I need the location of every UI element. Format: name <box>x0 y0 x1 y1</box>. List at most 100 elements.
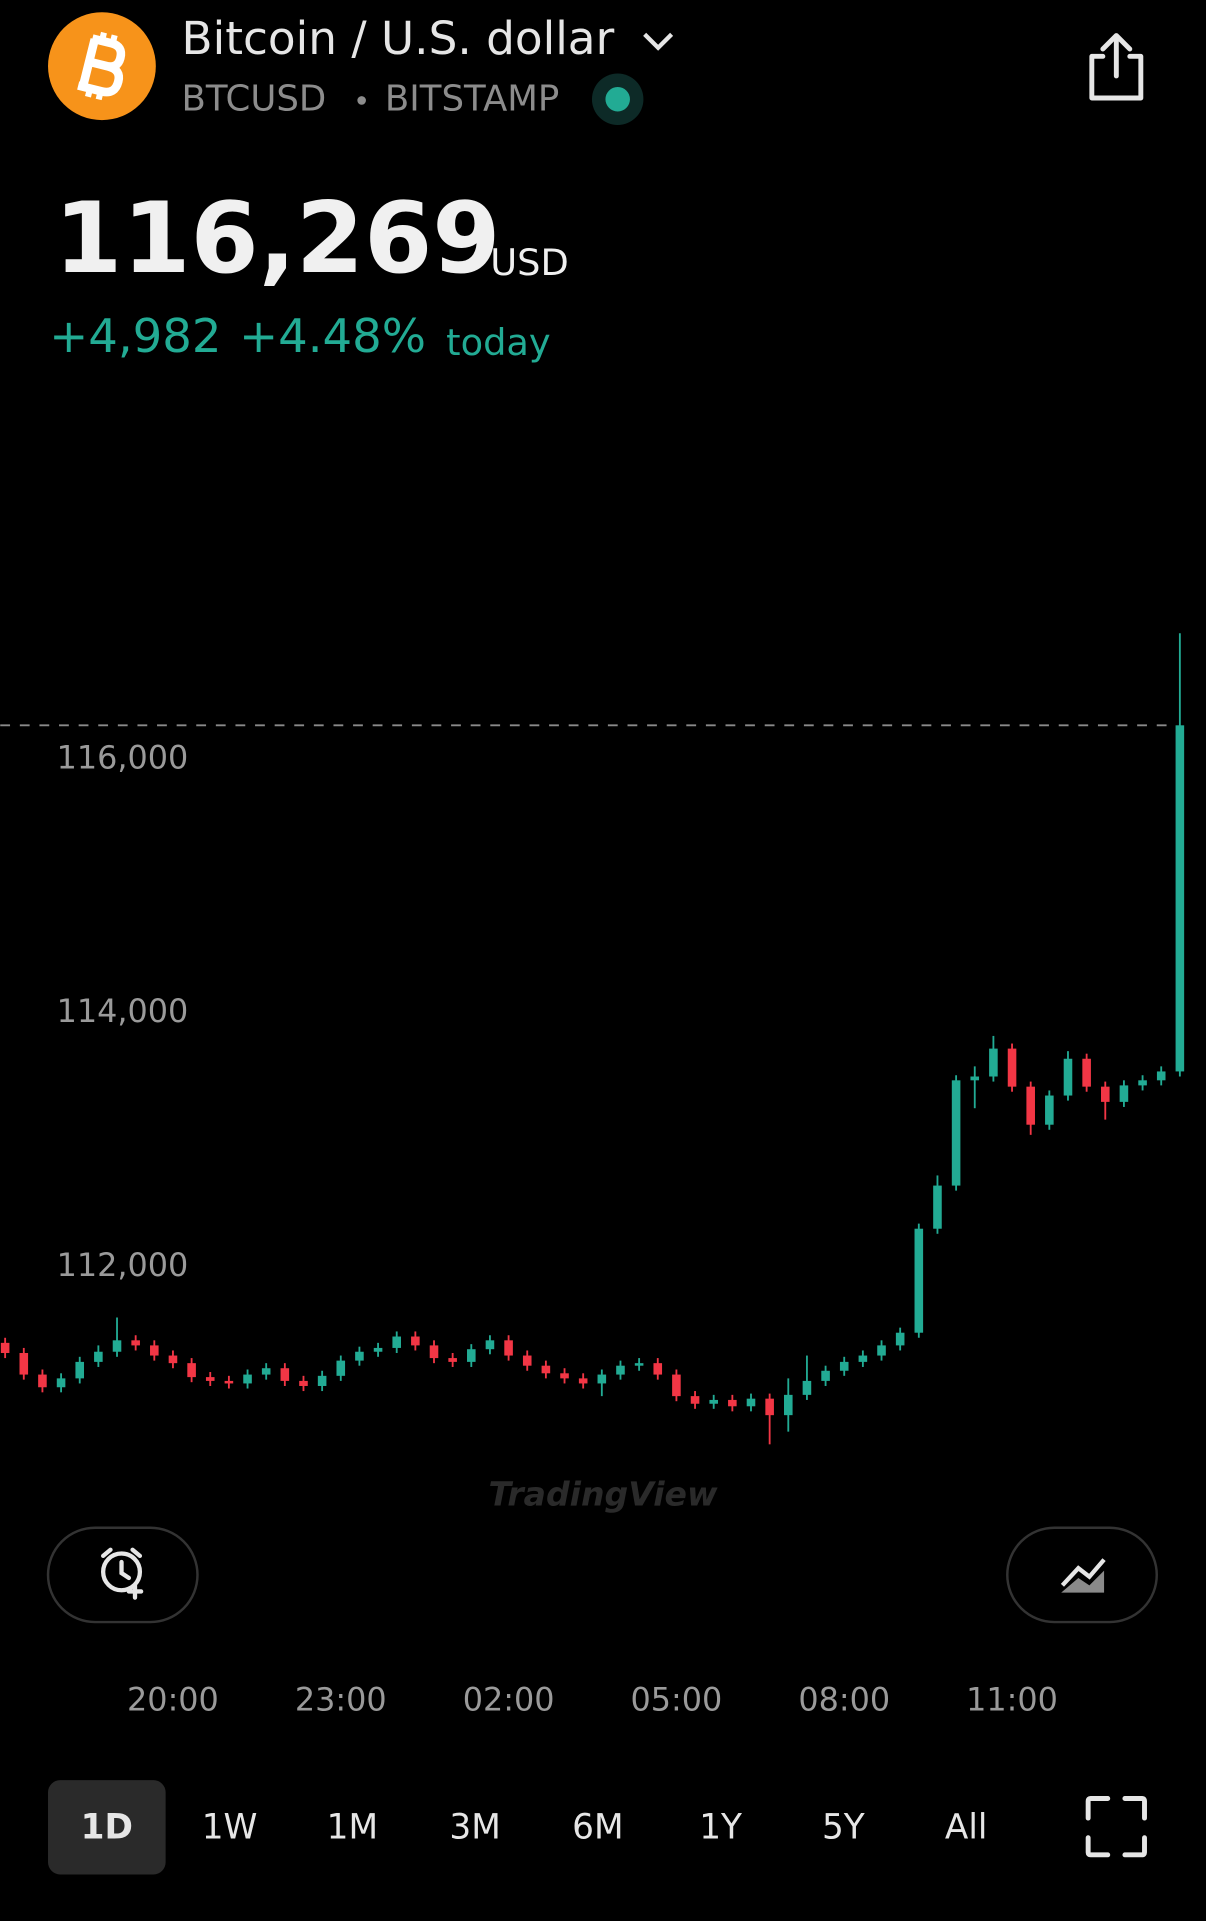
candle-body <box>1082 1058 1091 1087</box>
candle-body <box>802 1380 812 1395</box>
candle-body <box>467 1349 476 1362</box>
candle-body <box>38 1374 47 1388</box>
candle-body <box>205 1377 215 1381</box>
candle-body <box>634 1363 644 1366</box>
candle-body <box>1175 725 1185 1072</box>
candle-body <box>746 1398 756 1407</box>
candle-body <box>243 1374 252 1384</box>
range-bar: 1D 1W 1M 3M 6M 1Y 5Y All <box>48 1780 988 1875</box>
candle-body <box>858 1355 868 1362</box>
candle-body <box>1119 1085 1129 1102</box>
candle-body <box>504 1340 513 1356</box>
candle-body <box>989 1048 998 1077</box>
candle-body <box>355 1351 364 1361</box>
candle-body <box>970 1076 980 1081</box>
change: +4,982 <box>49 309 221 363</box>
y-tick-label: 112,000 <box>57 1246 189 1284</box>
range-button[interactable]: 5Y <box>822 1808 866 1848</box>
change-percent: +4.48% <box>239 309 426 363</box>
candle-body <box>261 1368 271 1375</box>
candle-body <box>877 1345 886 1356</box>
y-tick-label: 116,000 <box>57 738 189 776</box>
title: Bitcoin / U.S. dollar <box>182 12 615 65</box>
candle-body <box>19 1353 29 1375</box>
candle-body <box>336 1360 346 1376</box>
candle-body <box>1100 1086 1110 1102</box>
candle-body <box>187 1363 196 1378</box>
range-button[interactable]: 3M <box>449 1808 500 1848</box>
x-tick-label: 20:00 <box>127 1681 219 1719</box>
x-tick-label: 02:00 <box>463 1681 555 1719</box>
candle-body <box>839 1361 849 1371</box>
period: today <box>446 321 550 364</box>
range-button[interactable]: 1Y <box>699 1808 743 1848</box>
share-button[interactable] <box>1089 33 1144 101</box>
x-tick-label: 23:00 <box>295 1681 387 1719</box>
fullscreen-button[interactable] <box>1085 1796 1147 1858</box>
candle-body <box>578 1378 588 1384</box>
range-button[interactable]: 6M <box>572 1808 623 1848</box>
price: 116,269 <box>54 182 500 296</box>
chart-type-button[interactable] <box>1006 1526 1158 1624</box>
candle-body <box>560 1373 569 1379</box>
range-button[interactable]: 1W <box>202 1808 258 1848</box>
currency: USD <box>490 241 569 284</box>
candle-body <box>448 1358 457 1362</box>
candle-body <box>1007 1048 1017 1087</box>
candle-body <box>690 1396 700 1404</box>
candle-body <box>914 1228 924 1333</box>
candle-body <box>1063 1058 1073 1096</box>
candle-body <box>933 1185 942 1229</box>
candle-body <box>56 1378 66 1388</box>
candle-body <box>317 1375 327 1386</box>
candle-body <box>392 1336 402 1348</box>
candle-body <box>616 1365 625 1375</box>
candle-body <box>75 1361 85 1379</box>
live-dot <box>605 86 630 112</box>
candle-body <box>951 1080 961 1186</box>
candle-body <box>821 1370 830 1381</box>
candle-body <box>784 1394 793 1416</box>
candle-body <box>168 1355 178 1364</box>
candle-body <box>131 1340 140 1346</box>
candle-body <box>1138 1080 1147 1086</box>
candle-body <box>653 1363 663 1375</box>
candle-body <box>429 1345 439 1359</box>
y-tick-label: 114,000 <box>57 992 189 1030</box>
candle-body <box>672 1374 681 1397</box>
candle-body <box>373 1347 383 1352</box>
candle-body <box>765 1398 774 1416</box>
candle-body <box>709 1399 718 1404</box>
range-button[interactable]: 1M <box>327 1808 378 1848</box>
candle-body <box>1026 1086 1035 1125</box>
candle-body <box>150 1345 159 1356</box>
candle-body <box>94 1351 103 1362</box>
candle-body <box>895 1332 905 1346</box>
watermark: TradingView <box>488 1474 718 1513</box>
dropdown-icon[interactable] <box>643 32 674 51</box>
candle-body <box>280 1368 290 1381</box>
range-button[interactable]: 1D <box>81 1808 133 1848</box>
range-button[interactable]: All <box>945 1808 988 1848</box>
separator-dot <box>357 96 366 105</box>
selected-range-bg <box>48 1780 166 1875</box>
candle-body <box>597 1374 607 1384</box>
x-tick-label: 11:00 <box>966 1681 1058 1719</box>
candle-body <box>728 1399 737 1407</box>
x-tick-label: 05:00 <box>631 1681 723 1719</box>
alert-button[interactable] <box>46 1526 199 1624</box>
candle-body <box>522 1355 532 1366</box>
x-tick-label: 08:00 <box>798 1681 890 1719</box>
candle-body <box>541 1365 551 1374</box>
coin-logo <box>48 12 156 121</box>
exchange: BITSTAMP <box>385 78 559 119</box>
candle-body <box>224 1380 234 1384</box>
symbol: BTCUSD <box>182 78 327 119</box>
candle-body <box>0 1342 10 1354</box>
candle-body <box>411 1336 420 1346</box>
candlestick-chart: 112,000 114,000 116,000 20:00 23:00 02:00 05:0… <box>0 633 1185 1719</box>
candle-body <box>1045 1095 1054 1125</box>
candle-body <box>299 1380 308 1386</box>
candle-body <box>485 1340 495 1350</box>
